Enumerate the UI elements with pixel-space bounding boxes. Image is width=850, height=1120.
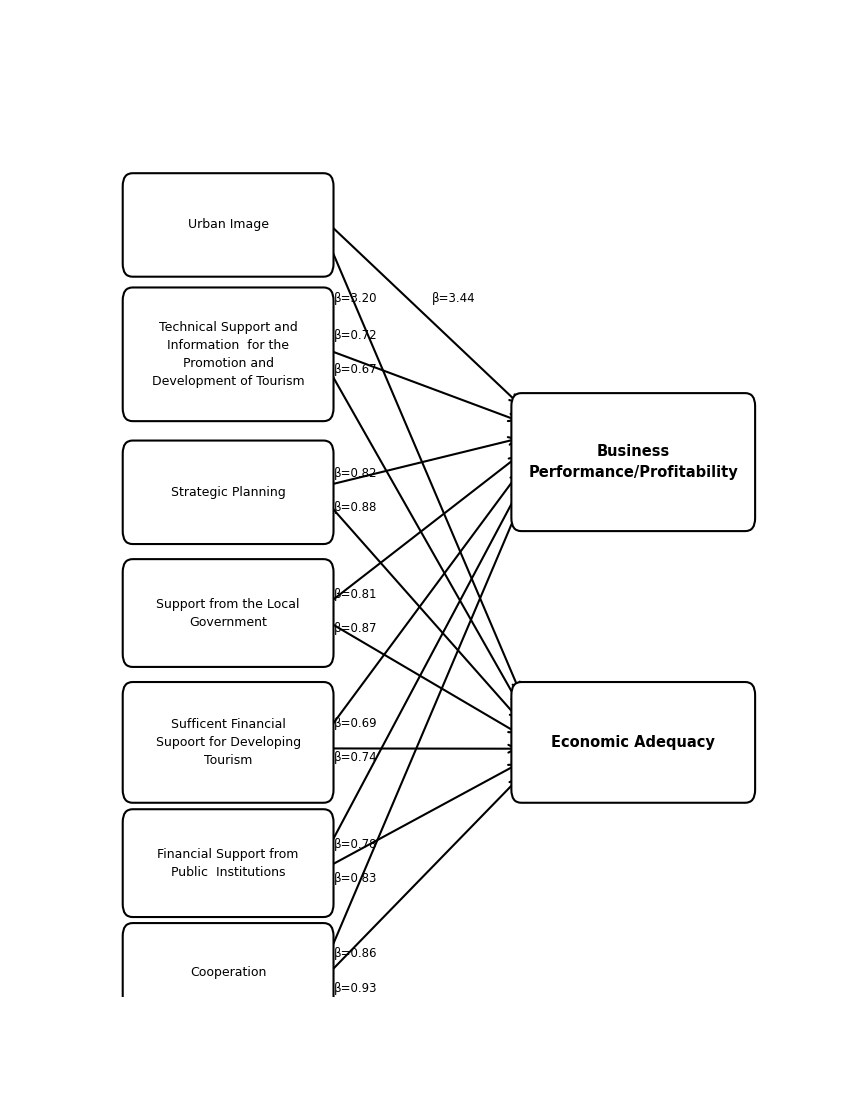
Text: β=0.83: β=0.83: [333, 872, 377, 885]
Text: Financial Support from
Public  Institutions: Financial Support from Public Institutio…: [157, 848, 299, 878]
Text: β=0.69: β=0.69: [333, 717, 377, 730]
Text: Economic Adequacy: Economic Adequacy: [552, 735, 715, 750]
FancyBboxPatch shape: [122, 559, 333, 666]
FancyBboxPatch shape: [122, 440, 333, 544]
FancyBboxPatch shape: [122, 682, 333, 803]
FancyBboxPatch shape: [512, 682, 755, 803]
Text: Strategic Planning: Strategic Planning: [171, 486, 286, 498]
Text: β=0.82: β=0.82: [333, 467, 377, 479]
FancyBboxPatch shape: [122, 174, 333, 277]
Text: β=3.20: β=3.20: [333, 291, 377, 305]
Text: β=0.74: β=0.74: [333, 752, 377, 765]
FancyBboxPatch shape: [512, 393, 755, 531]
Text: Urban Image: Urban Image: [188, 218, 269, 232]
Text: Sufficent Financial
Supoort for Developing
Tourism: Sufficent Financial Supoort for Developi…: [156, 718, 301, 767]
Text: β=0.72: β=0.72: [333, 329, 377, 342]
Text: β=0.67: β=0.67: [333, 363, 377, 376]
FancyBboxPatch shape: [122, 923, 333, 1023]
Text: β=0.88: β=0.88: [333, 502, 377, 514]
Text: Support from the Local
Government: Support from the Local Government: [156, 598, 300, 628]
Text: Business
Performance/Profitability: Business Performance/Profitability: [529, 445, 738, 480]
Text: β=0.78: β=0.78: [333, 838, 377, 851]
Text: Technical Support and
Information  for the
Promotion and
Development of Tourism: Technical Support and Information for th…: [152, 320, 304, 388]
Text: β=0.86: β=0.86: [333, 948, 377, 960]
Text: Cooperation: Cooperation: [190, 967, 266, 979]
Text: β=0.81: β=0.81: [333, 588, 377, 600]
Text: β=0.87: β=0.87: [333, 622, 377, 635]
FancyBboxPatch shape: [122, 810, 333, 917]
Text: β=0.93: β=0.93: [333, 981, 377, 995]
FancyBboxPatch shape: [122, 288, 333, 421]
Text: β=3.44: β=3.44: [433, 291, 476, 305]
